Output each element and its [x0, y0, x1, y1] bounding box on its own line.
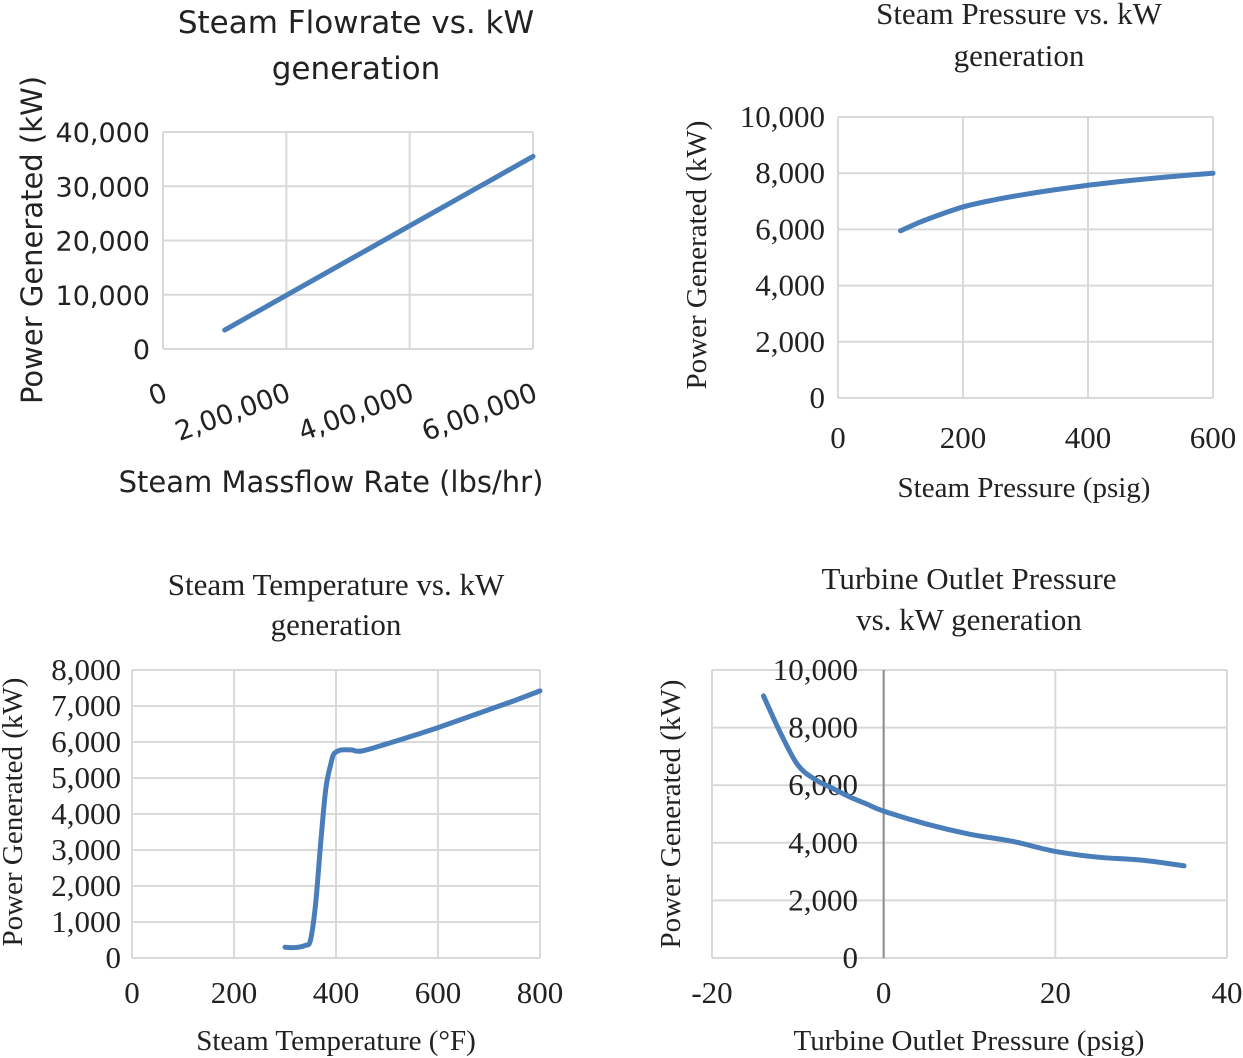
chart-2-x-tick-label: 600: [1190, 420, 1237, 455]
chart-1-title-line-1: Steam Flowrate vs. kW: [178, 5, 534, 41]
chart-2-y-tick-label: 6,000: [755, 211, 825, 246]
chart-3-title-line-2: generation: [271, 607, 402, 642]
chart-1-x-tick-label: 6,00,000: [418, 377, 542, 447]
chart-3: Steam Temperature vs. kWgeneration01,000…: [0, 567, 563, 1057]
chart-1-x-tick-label: 0: [145, 377, 172, 412]
chart-2: Steam Pressure vs. kW generation 0 2,000 4,0…: [681, 0, 1236, 504]
chart-2-y-tick-label: 2,000: [755, 324, 825, 359]
chart-2-y-tick-label: 4,000: [755, 268, 825, 303]
chart-3-y-tick-label: 8,000: [51, 652, 121, 687]
chart-3-title-line-1: Steam Temperature vs. kW: [168, 567, 505, 602]
chart-3-y-tick-label: 7,000: [51, 688, 121, 723]
chart-1-y-tick-label: 20,000: [56, 227, 150, 258]
chart-3-y-tick-label: 4,000: [51, 796, 121, 831]
chart-4-y-tick-label: 2,000: [788, 882, 858, 917]
chart-2-y-axis-label: Power Generated (kW): [681, 121, 713, 390]
chart-1-y-tick-label: 10,000: [56, 281, 150, 312]
chart-4-title-line-1: Turbine Outlet Pressure: [821, 561, 1116, 596]
chart-3-x-tick-label: 800: [517, 975, 564, 1010]
chart-1-x-tick-label: 2,00,000: [171, 377, 295, 447]
chart-2-x-axis-label: Steam Pressure (psig): [898, 472, 1151, 504]
chart-2-y-tick-label: 8,000: [755, 155, 825, 190]
chart-1-y-tick-label: 40,000: [56, 118, 150, 149]
chart-3-y-axis-label: Power Generated (kW): [0, 678, 29, 947]
chart-4-x-tick-label: -20: [691, 975, 732, 1010]
chart-4-x-tick-label: 0: [876, 975, 892, 1010]
chart-4-y-tick-label: 8,000: [788, 710, 858, 745]
chart-2-y-tick-label: 10,000: [740, 99, 825, 134]
chart-2-series-line: [898, 170, 1216, 234]
chart-3-y-tick-label: 6,000: [51, 724, 121, 759]
chart-3-x-tick-label: 600: [415, 975, 462, 1010]
chart-4-x-axis-label: Turbine Outlet Pressure (psig): [794, 1025, 1145, 1057]
chart-3-y-tick-label: 5,000: [51, 760, 121, 795]
chart-2-x-tick-label: 0: [830, 420, 846, 455]
chart-4-y-tick-label: 4,000: [788, 825, 858, 860]
chart-1-y-tick-label: 30,000: [56, 172, 150, 203]
chart-2-title-line-2: generation: [954, 38, 1085, 73]
chart-4-y-axis-label: Power Generated (kW): [655, 680, 687, 949]
chart-2-x-tick-label: 200: [940, 420, 987, 455]
chart-4: Turbine Outlet Pressure vs. kW generation…: [655, 561, 1243, 1057]
chart-1-y-tick-label: 0: [133, 335, 150, 366]
chart-4-series-line: [761, 693, 1187, 869]
chart-4-y-tick-label: 10,000: [773, 652, 858, 687]
chart-3-series-line: [282, 688, 543, 951]
chart-1-title-line-2: generation: [272, 51, 441, 87]
chart-4-title-line-2: vs. kW generation: [856, 602, 1082, 637]
chart-3-x-axis-label: Steam Temperature (°F): [196, 1025, 476, 1057]
chart-2-title-line-1: Steam Pressure vs. kW: [876, 0, 1163, 31]
chart-2-x-tick-label: 400: [1065, 420, 1112, 455]
chart-1-y-axis-label: Power Generated (kW): [15, 76, 49, 404]
chart-1-x-axis-label: Steam Massflow Rate (lbs/hr): [119, 465, 544, 499]
chart-4-x-tick-label: 20: [1040, 975, 1071, 1010]
chart-4-y-tick-label: 0: [843, 940, 859, 975]
chart-1: Steam Flowrate vs. kW generation 0 10,000 20…: [15, 5, 543, 499]
chart-3-x-tick-label: 200: [211, 975, 258, 1010]
chart-3-y-tick-label: 1,000: [51, 904, 121, 939]
chart-4-x-tick-label: 40: [1212, 975, 1243, 1010]
chart-3-y-tick-label: 0: [106, 940, 122, 975]
chart-1-x-tick-label: 4,00,000: [294, 377, 418, 447]
chart-3-x-tick-label: 400: [313, 975, 360, 1010]
chart-1-series-line: [222, 153, 536, 333]
chart-3-y-tick-label: 2,000: [51, 868, 121, 903]
chart-3-y-tick-label: 3,000: [51, 832, 121, 867]
chart-2-y-tick-label: 0: [810, 380, 826, 415]
chart-3-x-tick-label: 0: [124, 975, 140, 1010]
